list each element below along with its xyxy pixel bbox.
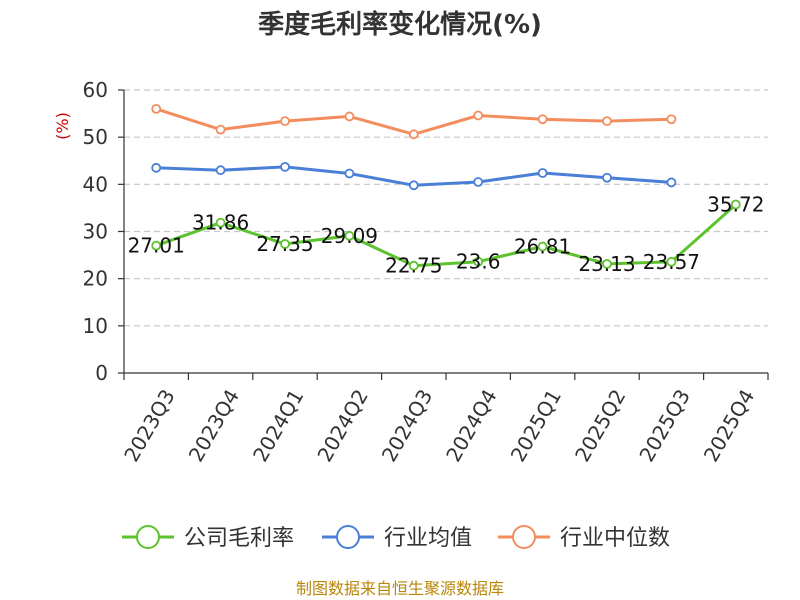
x-tick-labels: 2023Q3 2023Q4 2024Q1 2024Q2 2024Q3 2024Q4 2025… [119,385,759,466]
series-1-point-7 [602,172,612,183]
series-1-point-1 [215,165,226,176]
y-tick-label-50: 50 [83,125,108,149]
series-1-point-5 [473,177,484,187]
x-tick-label-2023Q4: 2023Q4 [184,385,244,466]
legend: 公司毛利率 行业均值 行业中位数 [122,525,670,551]
series-0-point-0 [151,240,162,251]
series-0-point-6 [537,241,548,252]
series-1-point-6 [537,168,548,178]
source-note: 制图数据来自恒生聚源数据库 [296,579,504,598]
data-label-2: 27.35 [256,232,313,256]
series-2-point-2 [280,116,290,127]
legend-label-2: 行业中位数 [560,526,670,551]
y-tick-label-60: 60 [83,78,108,102]
series-2-point-8 [666,114,677,125]
data-label-8: 23.57 [643,250,700,274]
series-2-point-3 [344,111,355,122]
x-tick-label-2025Q1: 2025Q1 [506,385,566,466]
series-1-point-4 [408,180,419,191]
series-0-point-8 [666,256,677,267]
series-1-point-2 [280,161,290,172]
series-0-point-1 [215,217,226,228]
series-1-point-3 [344,168,355,179]
legend-label-0: 公司毛利率 [184,526,294,551]
x-tick-label-2024Q4: 2024Q4 [441,385,501,466]
y-tick-labels: 0 10 20 30 40 50 60 [83,78,108,385]
series-0-point-5 [473,256,484,267]
series-0-point-3 [344,230,355,241]
x-tick-label-2023Q3: 2023Q3 [119,385,179,466]
series-2-point-7 [602,116,612,127]
series-0-point-7 [602,259,612,269]
data-label-3: 29.09 [321,224,378,248]
data-label-5: 23.6 [456,250,501,274]
series-0-point-2 [280,239,290,249]
y-tick-label-20: 20 [83,267,108,291]
legend-marker-2 [512,525,536,549]
x-tick-label-2025Q4: 2025Q4 [699,385,759,466]
legend-marker-1 [336,525,360,549]
legend-label-1: 行业均值 [384,526,472,551]
y-tick-label-40: 40 [83,172,108,196]
y-tick-label-0: 0 [95,361,108,385]
data-label-6: 26.81 [514,235,571,259]
data-label-9: 35.72 [707,193,764,217]
data-label-4: 22.75 [385,254,442,278]
axes [118,89,769,380]
data-label-7: 23.13 [578,252,635,276]
series-2-point-6 [537,114,548,125]
series-1-point-0 [151,162,162,173]
data-label-0: 27.01 [128,234,185,258]
x-tick-label-2024Q2: 2024Q2 [312,385,372,466]
data-labels: 27.01 31.86 27.35 29.09 22.75 23.6 26.81 23.13 2… [128,193,765,278]
series-1-point-8 [666,177,677,188]
x-tick-label-2024Q3: 2024Q3 [377,385,437,466]
y-tick-label-30: 30 [83,220,108,244]
y-axis-unit-label: (%) [53,112,72,140]
series-2-point-4 [408,129,419,140]
series-line-0 [155,203,737,268]
series-group [151,103,741,271]
chart-title: 季度毛利率变化情况(%) [258,9,542,40]
x-tick-label-2025Q2: 2025Q2 [570,385,630,466]
data-label-1: 31.86 [192,211,249,235]
series-0-point-9 [730,199,741,210]
x-tick-label-2024Q1: 2024Q1 [248,385,308,466]
series-0-point-4 [408,260,419,271]
y-tick-label-10: 10 [83,314,108,338]
series-2-point-0 [151,103,162,114]
series-2-point-5 [473,110,484,121]
x-tick-label-2025Q3: 2025Q3 [634,385,694,466]
legend-marker-0 [136,525,160,549]
series-2-point-1 [215,124,226,135]
